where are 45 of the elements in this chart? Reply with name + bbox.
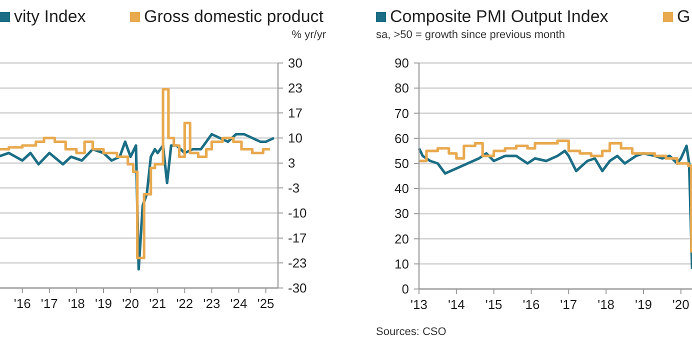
x-tick-label: '20 [122, 296, 140, 311]
y-tick-label: 10 [394, 256, 409, 272]
x-tick-label: '25 [257, 296, 274, 311]
y-tick-label: -17 [288, 230, 307, 246]
x-tick-label: '13 [410, 297, 428, 312]
legend-label: Gross domestic product [144, 7, 324, 26]
legend-label: vity Index [14, 7, 86, 26]
x-tick-label: '18 [598, 297, 615, 312]
x-tick-label: '19 [635, 297, 652, 312]
y-tick-label: 40 [394, 181, 409, 196]
y-tick-label: 30 [394, 206, 409, 222]
y-tick-label: 23 [288, 80, 302, 96]
legend-label: G [677, 7, 690, 26]
x-tick-label: '24 [230, 296, 248, 311]
y-axis-title: % yr/yr [292, 29, 326, 41]
x-tick-label: '15 [485, 297, 502, 312]
x-tick-label: '23 [203, 296, 220, 311]
y-tick-label: 70 [394, 106, 409, 121]
y-tick-label: 20 [394, 231, 409, 246]
y-tick-label: 17 [288, 105, 302, 120]
x-tick-label: '22 [176, 296, 194, 311]
source-note: Sources: CSO [376, 326, 447, 338]
legend-label: Composite PMI Output Index [390, 7, 609, 26]
x-tick-label: '16 [522, 297, 540, 312]
y-tick-label: 3 [288, 156, 296, 171]
x-tick-label: '17 [560, 297, 578, 312]
x-tick-label: '20 [672, 297, 690, 312]
y-tick-label: 60 [394, 130, 409, 146]
y-tick-label: 30 [288, 56, 302, 71]
x-tick-label: '16 [14, 296, 31, 311]
y-tick-label: 0 [402, 282, 409, 297]
x-tick-label: '14 [448, 297, 465, 312]
chart-subtitle: sa, >50 = growth since previous month [376, 29, 565, 41]
y-tick-label: -30 [288, 280, 307, 296]
x-tick-label: '21 [149, 296, 166, 311]
x-tick-label: '19 [95, 296, 112, 311]
y-tick-label: 50 [394, 156, 409, 171]
y-tick-label: -10 [288, 206, 307, 221]
y-tick-label: 90 [394, 56, 409, 71]
y-tick-label: 10 [288, 130, 302, 146]
x-tick-label: '17 [40, 296, 58, 311]
y-tick-label: -23 [288, 255, 307, 270]
y-tick-label: 80 [394, 80, 409, 96]
y-tick-label: -3 [288, 180, 300, 196]
x-tick-label: '18 [68, 296, 85, 311]
